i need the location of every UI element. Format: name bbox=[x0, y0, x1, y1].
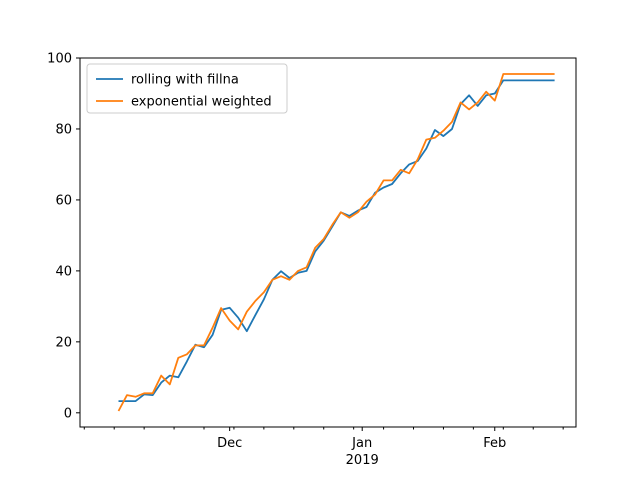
x-tick-label: Feb bbox=[483, 436, 506, 451]
y-tick-label: 80 bbox=[55, 122, 72, 137]
series-line-0 bbox=[118, 79, 555, 403]
y-axis: 0 20 40 60 80 100 bbox=[47, 52, 80, 421]
series-line-1 bbox=[117, 73, 555, 412]
y-tick-label: 20 bbox=[55, 335, 72, 350]
y-tick-label: 0 bbox=[64, 406, 72, 421]
legend-label: rolling with fillna bbox=[131, 73, 239, 88]
x-axis: Dec Jan 2019 Feb bbox=[83, 427, 564, 468]
y-tick-label: 40 bbox=[55, 264, 72, 279]
y-tick-label: 60 bbox=[55, 193, 72, 208]
x-tick-sublabel: 2019 bbox=[346, 453, 379, 468]
legend-box bbox=[86, 63, 288, 114]
y-tick-label: 100 bbox=[47, 52, 72, 67]
plot-lines bbox=[117, 73, 555, 412]
x-tick-label: Jan bbox=[351, 436, 372, 451]
plot-frame bbox=[79, 57, 577, 428]
legend-label: exponential weighted bbox=[131, 95, 272, 110]
x-tick-label: Dec bbox=[217, 436, 242, 451]
legend: rolling with fillna exponential weighted bbox=[86, 63, 288, 114]
